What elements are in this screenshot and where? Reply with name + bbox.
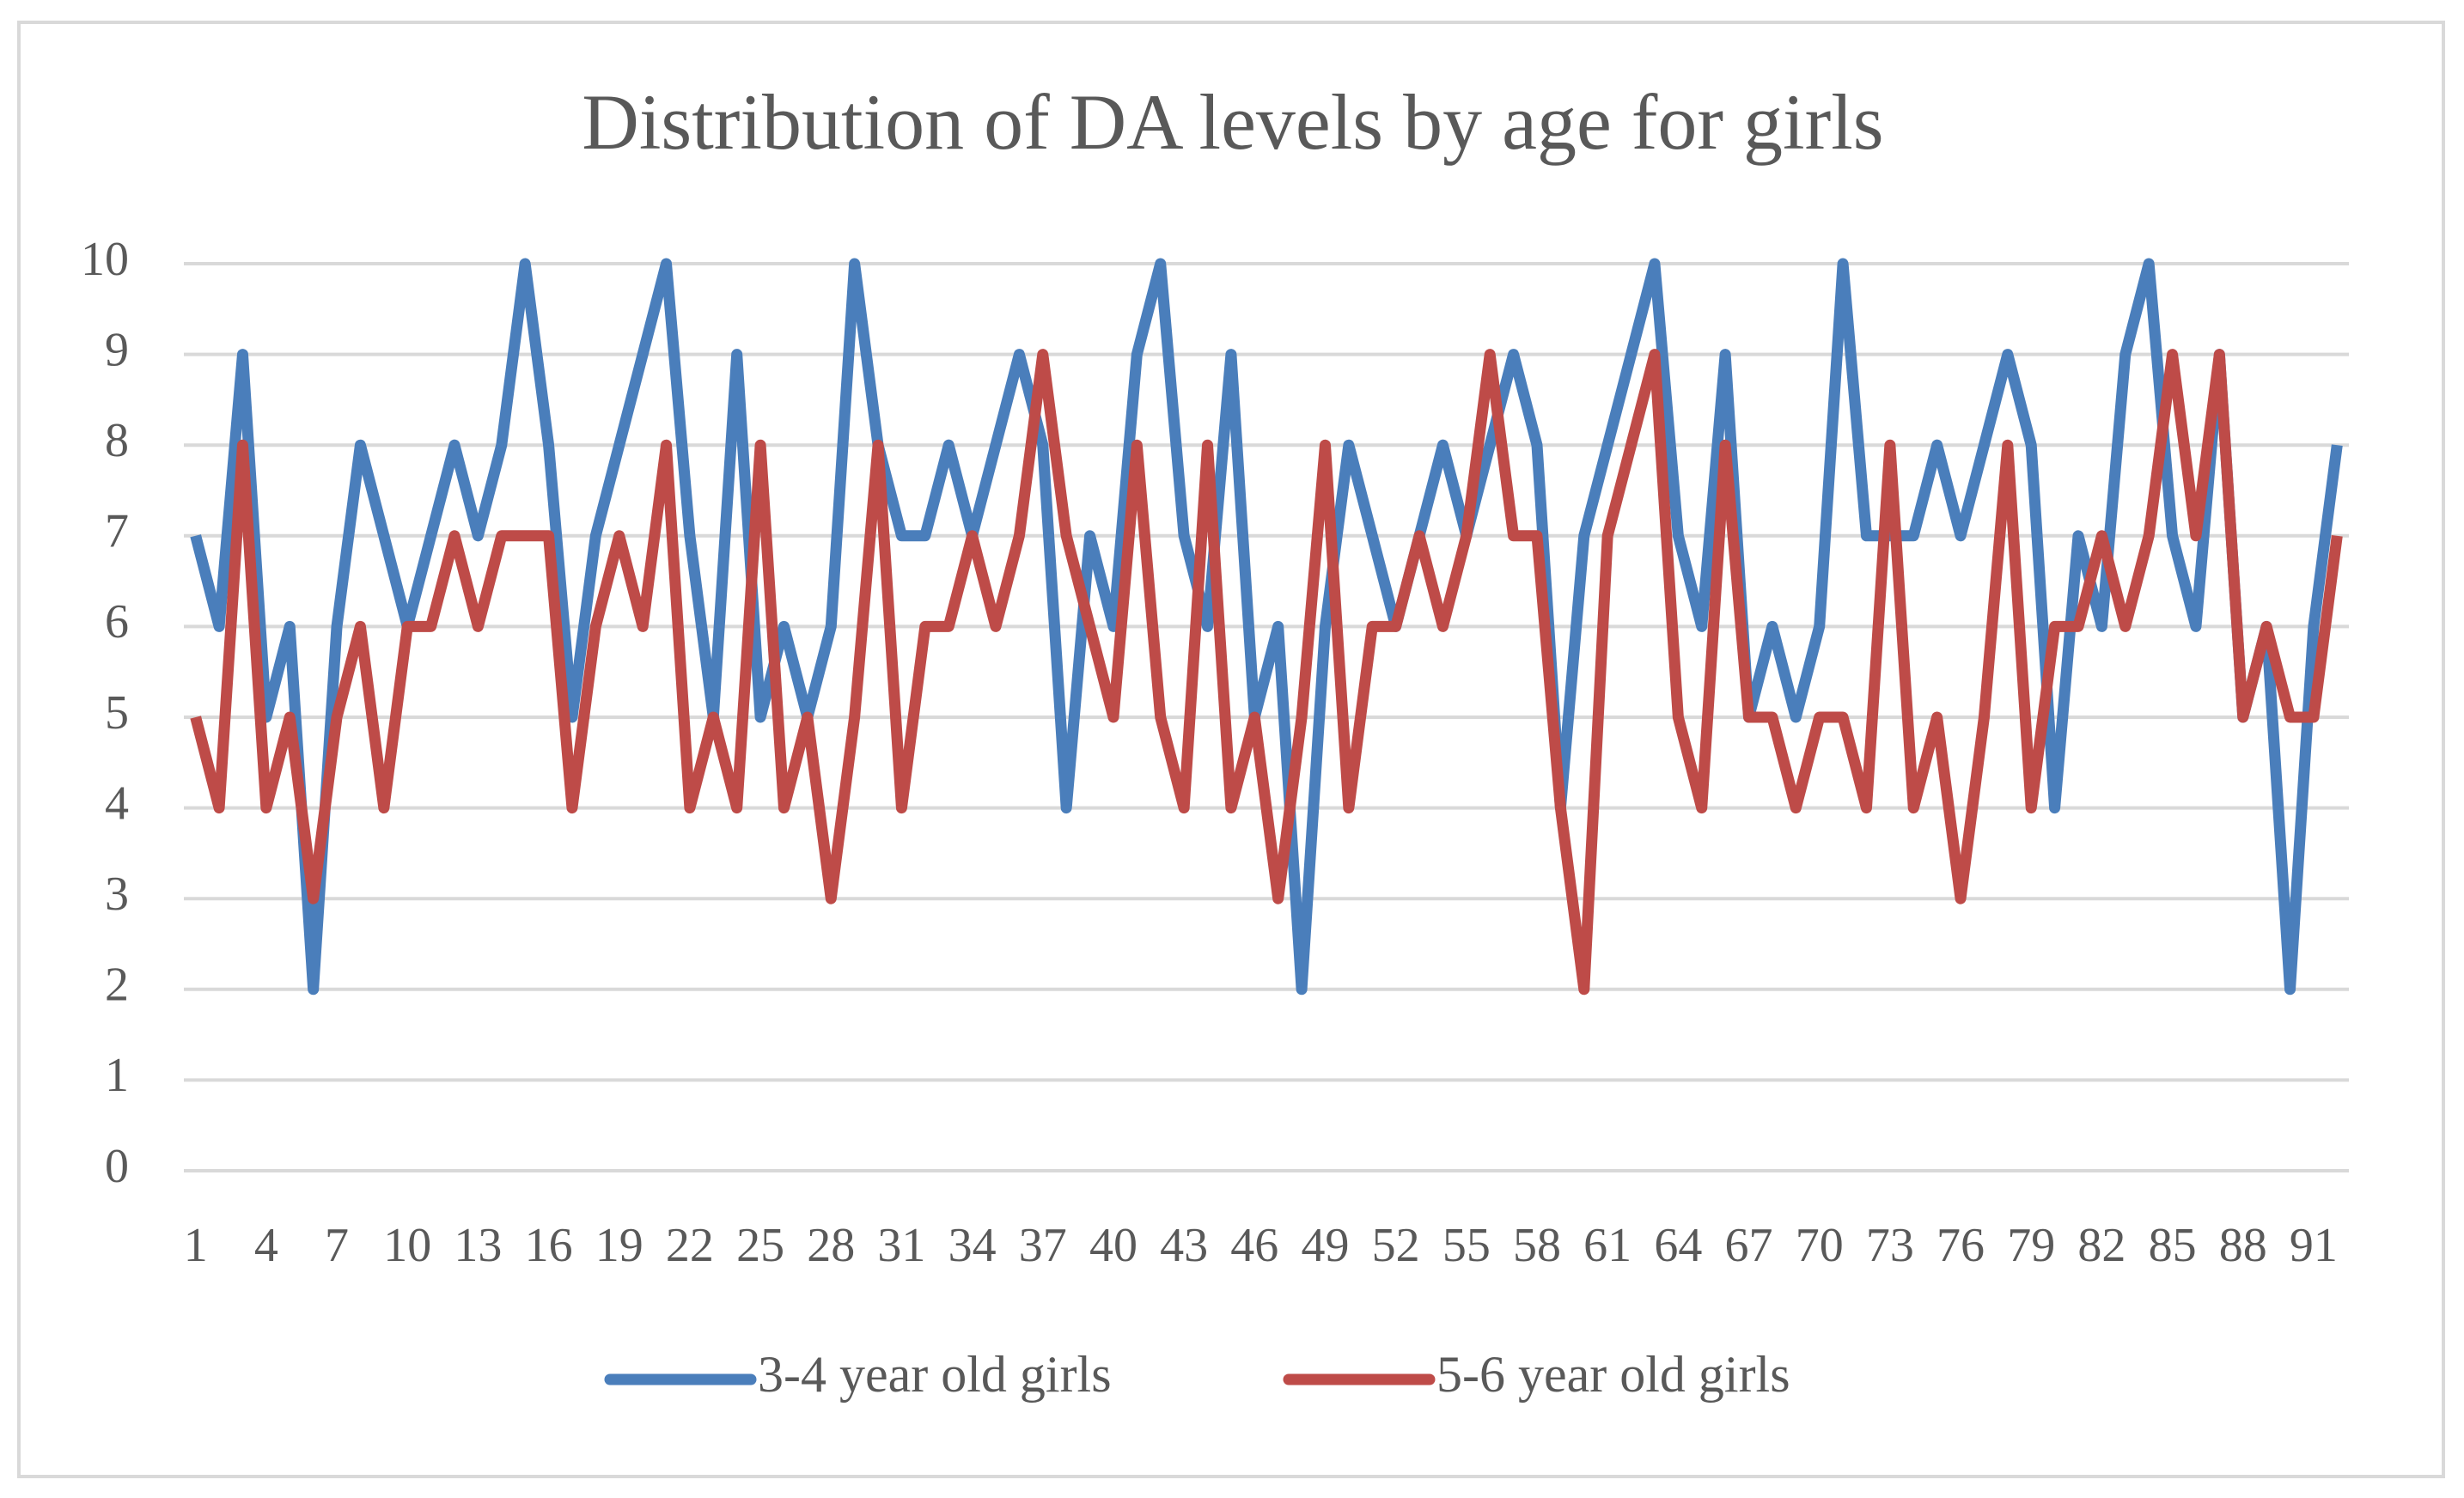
x-tick-label: 7 <box>325 1219 349 1272</box>
x-tick-label: 76 <box>1936 1219 1985 1272</box>
x-tick-label: 22 <box>666 1219 714 1272</box>
y-tick-label: 0 <box>105 1140 129 1193</box>
legend-label: 3-4 year old girls <box>758 1346 1112 1403</box>
chart-title: Distribution of DA levels by age for gir… <box>582 78 1883 166</box>
x-tick-label: 10 <box>383 1219 431 1272</box>
x-tick-label: 1 <box>184 1219 208 1272</box>
x-tick-label: 37 <box>1019 1219 1067 1272</box>
x-tick-label: 58 <box>1513 1219 1561 1272</box>
x-tick-label: 34 <box>948 1219 997 1272</box>
x-tick-label: 46 <box>1230 1219 1278 1272</box>
y-tick-label: 9 <box>105 323 129 376</box>
x-tick-label: 91 <box>2290 1219 2338 1272</box>
y-tick-label: 2 <box>105 959 129 1012</box>
x-tick-label: 43 <box>1160 1219 1208 1272</box>
y-tick-label: 7 <box>105 505 129 558</box>
x-tick-label: 64 <box>1654 1219 1702 1272</box>
x-tick-label: 25 <box>736 1219 784 1272</box>
x-tick-label: 67 <box>1725 1219 1773 1272</box>
y-tick-label: 10 <box>81 233 129 286</box>
x-tick-label: 52 <box>1372 1219 1420 1272</box>
y-tick-label: 4 <box>105 776 129 830</box>
series-line <box>190 349 2343 996</box>
y-tick-label: 1 <box>105 1049 129 1102</box>
y-tick-label: 8 <box>105 414 129 467</box>
x-tick-label: 49 <box>1301 1219 1349 1272</box>
x-tick-label: 19 <box>595 1219 643 1272</box>
y-tick-label: 3 <box>105 868 129 921</box>
x-tick-label: 85 <box>2149 1219 2197 1272</box>
y-tick-label: 6 <box>105 595 129 649</box>
x-tick-label: 31 <box>877 1219 925 1272</box>
x-tick-label: 79 <box>2007 1219 2055 1272</box>
x-tick-label: 40 <box>1089 1219 1137 1272</box>
x-tick-label: 55 <box>1442 1219 1491 1272</box>
legend-label: 5-6 year old girls <box>1436 1346 1790 1403</box>
x-tick-label: 4 <box>254 1219 278 1272</box>
x-tick-label: 70 <box>1796 1219 1844 1272</box>
x-tick-label: 88 <box>2219 1219 2267 1272</box>
y-tick-label: 5 <box>105 686 129 740</box>
x-tick-label: 82 <box>2077 1219 2126 1272</box>
x-tick-label: 16 <box>525 1219 573 1272</box>
x-tick-label: 28 <box>807 1219 855 1272</box>
series-line <box>190 258 2343 996</box>
x-tick-label: 73 <box>1866 1219 1914 1272</box>
x-tick-label: 13 <box>454 1219 502 1272</box>
x-tick-label: 61 <box>1583 1219 1631 1272</box>
